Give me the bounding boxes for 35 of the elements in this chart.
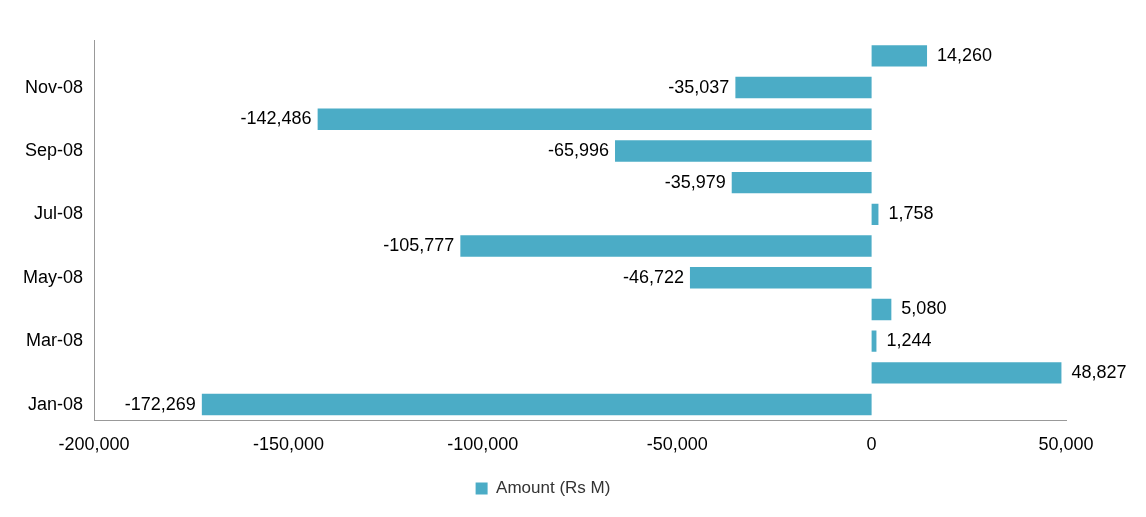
y-tick-label: Mar-08 [26, 330, 84, 351]
bar [689, 267, 872, 289]
data-label: 1,758 [888, 203, 934, 224]
x-tick-label: -150,000 [252, 434, 324, 455]
data-label: -142,486 [240, 108, 312, 129]
x-tick-label: 0 [866, 434, 877, 455]
x-tick-label: -100,000 [447, 434, 519, 455]
y-tick-label: Nov-08 [24, 76, 84, 97]
data-label: -105,777 [383, 235, 455, 256]
x-tick-label: -200,000 [58, 434, 130, 455]
data-label: -35,037 [668, 76, 730, 97]
data-label: 1,244 [886, 330, 932, 351]
data-label: -35,979 [664, 171, 726, 192]
data-label: 48,827 [1071, 361, 1127, 382]
bar [871, 362, 1062, 384]
bar [871, 45, 928, 67]
bar [615, 140, 872, 162]
x-tick-label: 50,000 [1038, 434, 1094, 455]
data-label: -46,722 [622, 266, 684, 287]
y-tick-label: Sep-08 [24, 139, 84, 160]
x-tick-label: -50,000 [646, 434, 708, 455]
legend-label: Amount (Rs M) [496, 478, 611, 498]
bar [201, 393, 872, 416]
y-tick-label: Jan-08 [27, 393, 84, 414]
bar [871, 298, 892, 321]
data-label: 5,080 [901, 298, 947, 319]
y-tick-label: Jul-08 [33, 203, 84, 224]
bar [735, 76, 872, 99]
bar [317, 108, 872, 130]
data-label: -172,269 [124, 393, 196, 414]
data-label: 14,260 [937, 44, 993, 65]
data-label: -65,996 [547, 139, 610, 160]
bar [731, 171, 872, 194]
bar [460, 235, 872, 257]
y-tick-label: May-08 [22, 266, 84, 287]
